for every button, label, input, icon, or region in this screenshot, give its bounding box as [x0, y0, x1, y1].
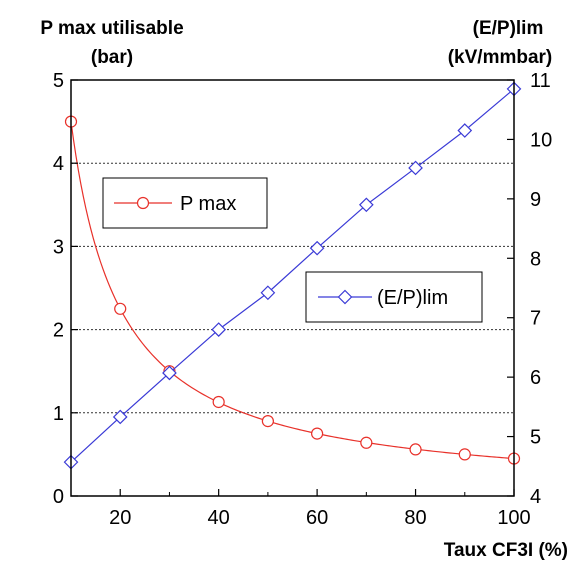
x-tick-label: 80: [404, 507, 426, 529]
eplim-point: [457, 123, 473, 138]
pmax-point: [311, 427, 324, 440]
left-tick-label: 1: [53, 403, 64, 425]
right-tick-label: 11: [530, 70, 551, 92]
pmax-point: [212, 395, 225, 409]
legend-pmax-marker: [136, 196, 150, 210]
legend-pmax-label: P max: [180, 193, 236, 215]
pmax-point: [114, 302, 127, 315]
left-tick-label: 5: [53, 70, 64, 92]
legend-pmax: P max: [102, 177, 268, 229]
x-tick-label: 60: [306, 507, 328, 529]
right-tick-label: 5: [530, 427, 541, 449]
left-tick-label: 4: [53, 153, 64, 175]
right-tick-label: 6: [530, 367, 541, 389]
left-tick-label: 3: [53, 236, 64, 258]
right-tick-label: 10: [530, 129, 552, 151]
legend-eplim-marker: [337, 289, 353, 305]
pmax-point: [458, 448, 471, 461]
left-tick-label: 2: [53, 320, 64, 342]
legend-eplim-label: (E/P)lim: [377, 287, 448, 309]
left-axis-title-line2: (bar): [91, 47, 133, 68]
pmax-point: [261, 415, 274, 428]
eplim-point: [408, 160, 423, 176]
pmax-point: [409, 443, 422, 456]
eplim-point: [260, 285, 276, 301]
right-tick-label: 9: [530, 189, 541, 211]
pmax-point: [360, 436, 373, 449]
legend-eplim: (E/P)lim: [305, 271, 483, 323]
left-axis-title-line1: P max utilisable: [40, 18, 183, 39]
right-axis-title-line1: (E/P)lim: [473, 18, 544, 39]
right-tick-label: 8: [530, 248, 541, 270]
right-tick-label: 7: [530, 308, 541, 330]
right-tick-label: 4: [530, 486, 541, 508]
x-tick-label: 100: [497, 507, 530, 529]
eplim-point: [309, 240, 325, 256]
series-line-1: [70, 88, 515, 463]
plot-frame: [70, 79, 515, 497]
x-axis-title: Taux CF3I (%): [444, 540, 568, 561]
x-tick-label: 40: [208, 507, 230, 529]
right-axis-title-line2: (kV/mmbar): [448, 47, 553, 68]
eplim-point: [162, 365, 177, 381]
series-line-0: [70, 121, 515, 460]
x-tick-label: 20: [109, 507, 131, 529]
eplim-point: [112, 409, 128, 425]
eplim-point: [211, 322, 227, 337]
eplim-point: [358, 197, 374, 213]
left-tick-label: 0: [53, 486, 64, 508]
